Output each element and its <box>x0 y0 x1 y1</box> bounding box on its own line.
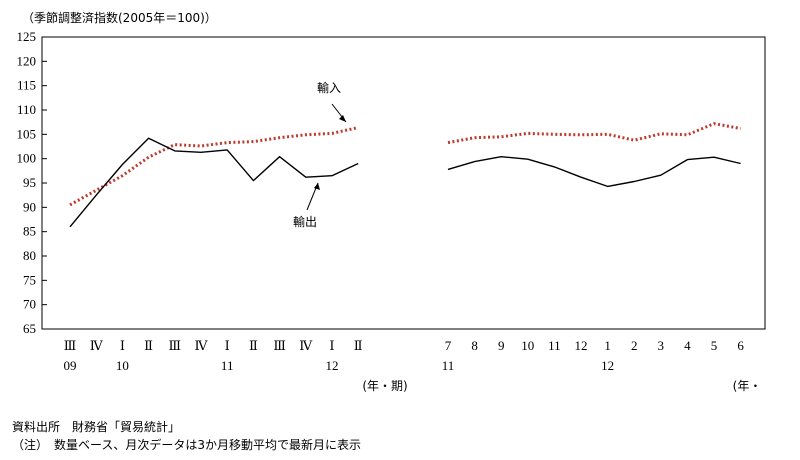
import-line <box>447 122 741 145</box>
x-tick-label: Ⅰ <box>225 338 230 353</box>
y-tick-label: 85 <box>23 224 36 239</box>
y-tick-label: 65 <box>23 321 36 336</box>
x-tick-label: 11 <box>548 338 561 353</box>
export-line <box>69 137 359 228</box>
x-tick-label: 6 <box>737 338 744 353</box>
import-arrowhead <box>339 115 346 122</box>
y-tick-label: 90 <box>23 199 36 214</box>
y-tick-label: 125 <box>17 29 37 44</box>
x-axis-unit: (年・ <box>733 379 762 393</box>
y-tick-label: 70 <box>23 297 36 312</box>
year-label: 09 <box>64 358 77 373</box>
export-line <box>447 155 741 188</box>
y-axis-label: （季節調整済指数(2005年＝100)） <box>22 10 217 25</box>
x-tick-label: 8 <box>471 338 478 353</box>
x-tick-label: Ⅱ <box>354 338 363 353</box>
y-tick-label: 120 <box>17 53 37 68</box>
x-tick-label: 10 <box>521 338 534 353</box>
x-tick-label: Ⅱ <box>144 338 153 353</box>
y-tick-label: 105 <box>17 126 37 141</box>
import-label: 輸入 <box>317 80 341 95</box>
x-tick-label: 9 <box>498 338 505 353</box>
y-tick-label: 110 <box>17 102 36 117</box>
year-label: 11 <box>221 358 234 373</box>
axes <box>41 36 766 330</box>
plot-frame <box>41 36 766 330</box>
x-tick-label: 5 <box>711 338 718 353</box>
y-tick-label: 100 <box>17 151 37 166</box>
y-tick-label: 95 <box>23 175 36 190</box>
x-axis-unit: (年・期) <box>362 379 407 393</box>
series-lines <box>69 122 741 228</box>
year-label: 12 <box>601 358 614 373</box>
export-arrowhead <box>314 183 320 190</box>
year-label: 12 <box>326 358 339 373</box>
y-tick-label: 80 <box>23 248 36 263</box>
remark-note: （注） 数量ベース、月次データは3か月移動平均で最新月に表示 <box>12 438 362 452</box>
x-tick-label: Ⅲ <box>169 338 182 353</box>
x-tick-label: Ⅳ <box>90 338 104 353</box>
import-line <box>69 126 359 207</box>
x-tick-label: 2 <box>631 338 638 353</box>
x-tick-label: 4 <box>684 338 691 353</box>
x-tick-label: 1 <box>604 338 611 353</box>
x-tick-label: Ⅳ <box>195 338 209 353</box>
y-tick-label: 115 <box>17 78 36 93</box>
x-tick-label: 12 <box>575 338 588 353</box>
x-tick-label: Ⅰ <box>120 338 125 353</box>
export-label: 輸出 <box>293 214 317 229</box>
x-tick-label: 3 <box>658 338 665 353</box>
x-tick-label: 7 <box>445 338 452 353</box>
x-tick-label: Ⅰ <box>329 338 334 353</box>
x-tick-label: Ⅱ <box>249 338 258 353</box>
x-tick-label: Ⅲ <box>64 338 77 353</box>
year-label: 11 <box>442 358 455 373</box>
y-tick-label: 75 <box>23 272 36 287</box>
x-tick-label: Ⅲ <box>273 338 286 353</box>
source-note: 資料出所 財務省「貿易統計」 <box>12 420 181 434</box>
x-tick-label: Ⅳ <box>299 338 313 353</box>
year-label: 10 <box>116 358 129 373</box>
